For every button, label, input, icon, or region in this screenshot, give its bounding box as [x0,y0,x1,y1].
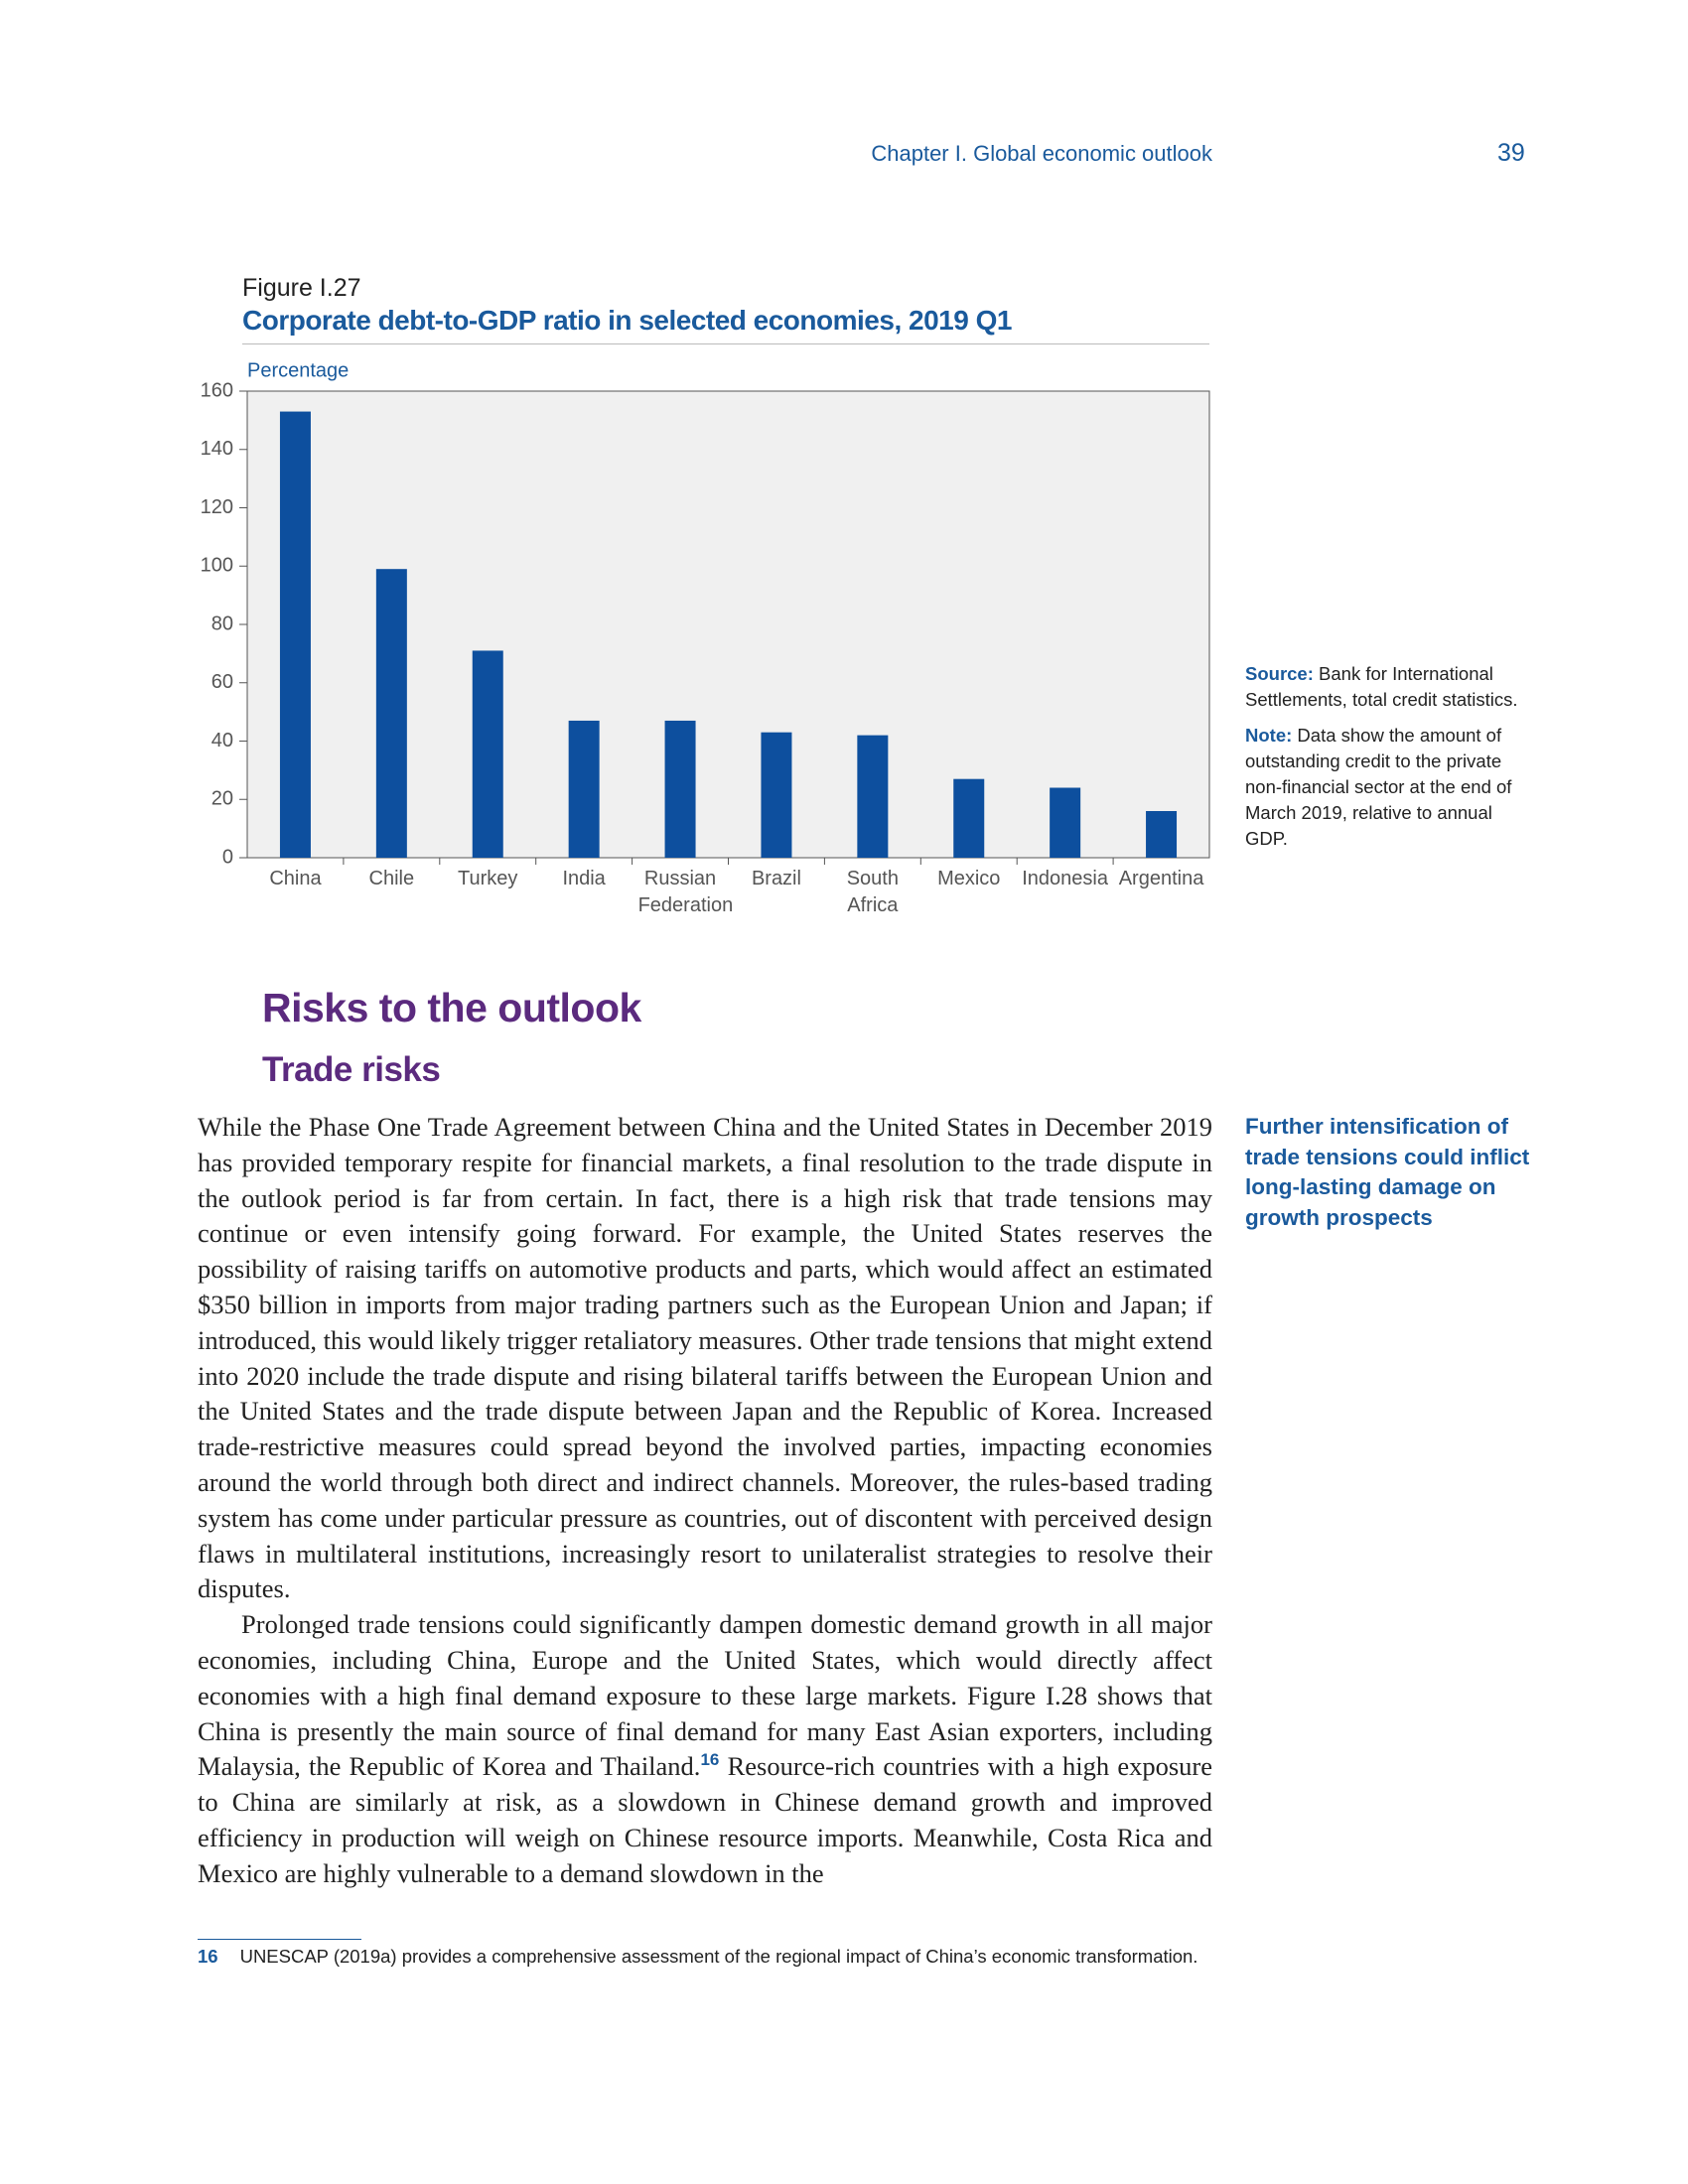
paragraph: While the Phase One Trade Agreement betw… [198,1112,1212,1604]
bar [1050,787,1081,858]
x-tick-label: India [562,868,606,889]
footnote-number: 16 [198,1946,218,1967]
source-label: Source: [1245,663,1314,684]
note-text: Data show the amount of outstanding cred… [1245,725,1512,849]
page-number: 39 [1497,139,1525,167]
y-tick-label: 60 [211,671,233,693]
section-heading: Risks to the outlook [262,985,641,1030]
y-tick-label: 160 [201,379,233,401]
bar [375,569,407,858]
note-label: Note: [1245,725,1293,746]
footnote-rule [198,1939,361,1940]
chart: Percentage 0 20 40 60 80 100 120 140 160 China Ch… [0,347,1231,948]
chart-svg: Percentage 0 20 40 60 80 100 120 140 160 [201,359,1210,868]
bar [761,732,792,858]
y-tick-label: 80 [211,613,233,634]
bar [568,720,600,858]
y-tick-label: 0 [222,846,233,868]
bar [664,720,696,858]
x-tick-label: Indonesia [1022,868,1108,889]
y-tick-label: 120 [201,496,233,518]
source-text: Bank for International Settlements, tota… [1245,663,1518,710]
x-tick-label: China [269,868,322,889]
rule [242,343,1209,344]
note: Note: Data show the amount of outstandin… [1245,723,1533,852]
x-tick-label: Turkey [458,868,518,889]
x-tick-label: Brazil [751,868,801,889]
x-tick-label: Russian Federation [637,868,734,916]
figure-label: Figure I.27 [242,274,361,302]
bar [472,650,503,858]
subsection-heading: Trade risks [262,1050,441,1089]
plot-area [246,390,1210,859]
sidenote: Further intensification of trade tension… [1245,1114,1530,1230]
bar [279,411,311,858]
x-tick-label: South Africa [846,868,899,916]
running-header: Chapter I. Global economic outlook [871,141,1212,166]
footnote-ref: 16 [700,1750,720,1770]
footnote-text: UNESCAP (2019a) provides a comprehensive… [239,1946,1198,1967]
y-tick-label: 40 [211,730,233,751]
body-text: While the Phase One Trade Agreement betw… [198,1110,1212,1892]
bar [953,778,985,858]
y-tick-label: 140 [201,438,233,460]
bar [857,735,889,858]
y-tick-label: 100 [201,555,233,577]
x-tick-label: Chile [368,868,415,889]
figure-notes: Source: Bank for International Settlemen… [1245,661,1533,862]
y-tick-label: 20 [211,788,233,810]
x-tick-label: Mexico [937,868,1001,889]
footnote: 16 UNESCAP (2019a) provides a comprehensi… [198,1946,1197,1968]
bar [1146,811,1178,858]
chart-title: Corporate debt-to-GDP ratio in selected … [242,305,1012,336]
x-tick-label: Argentina [1118,868,1204,889]
text: Prolonged trade tensions could significa… [198,1609,1212,1782]
text: Resource-rich countries with a high expo… [198,1751,1212,1888]
y-axis-label: Percentage [247,359,349,381]
source: Source: Bank for International Settlemen… [1245,661,1533,713]
paragraph: Prolonged trade tensions could significa… [198,1607,1212,1891]
